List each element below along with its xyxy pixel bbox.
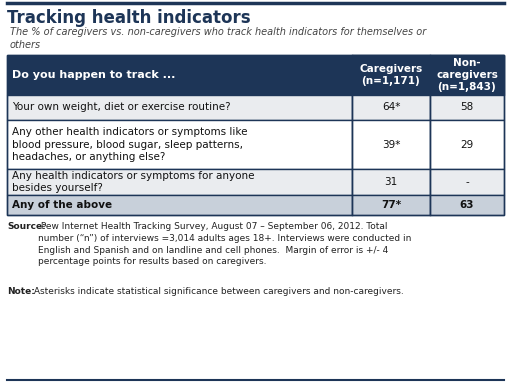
Bar [7,195,352,215]
Bar [352,95,430,120]
Text: Any health indicators or symptoms for anyone
besides yourself?: Any health indicators or symptoms for an… [12,171,254,193]
Text: Note:: Note: [7,287,35,296]
Bar [430,55,504,95]
Text: Source:: Source: [7,222,46,231]
Text: 31: 31 [384,177,398,187]
Text: 29: 29 [460,139,474,149]
Bar [7,169,352,195]
Bar [352,169,430,195]
Bar [430,95,504,120]
Text: Any of the above: Any of the above [12,200,112,210]
Bar [7,95,352,120]
Text: Tracking health indicators: Tracking health indicators [7,9,250,27]
Text: Your own weight, diet or exercise routine?: Your own weight, diet or exercise routin… [12,103,230,113]
Bar [430,169,504,195]
Text: 64*: 64* [382,103,400,113]
Bar [430,120,504,169]
Bar [430,195,504,215]
Text: 63: 63 [460,200,474,210]
Text: The % of caregivers vs. non-caregivers who track health indicators for themselve: The % of caregivers vs. non-caregivers w… [10,27,426,50]
Bar [7,55,504,215]
Text: 39*: 39* [382,139,400,149]
Text: Asterisks indicate statistical significance between caregivers and non-caregiver: Asterisks indicate statistical significa… [31,287,404,296]
Bar [352,195,430,215]
Text: Non-
caregivers
(n=1,843): Non- caregivers (n=1,843) [436,57,498,92]
Bar [352,55,430,95]
Text: Any other health indicators or symptoms like
blood pressure, blood sugar, sleep : Any other health indicators or symptoms … [12,127,247,162]
Bar [352,120,430,169]
Text: Do you happen to track ...: Do you happen to track ... [12,70,175,80]
Bar [7,55,504,95]
Text: Caregivers
(n=1,171): Caregivers (n=1,171) [359,64,423,86]
Text: Pew Internet Health Tracking Survey, August 07 – September 06, 2012. Total
numbe: Pew Internet Health Tracking Survey, Aug… [38,222,411,267]
Bar [7,120,352,169]
Text: -: - [465,177,469,187]
Text: 77*: 77* [381,200,401,210]
Text: 58: 58 [460,103,474,113]
